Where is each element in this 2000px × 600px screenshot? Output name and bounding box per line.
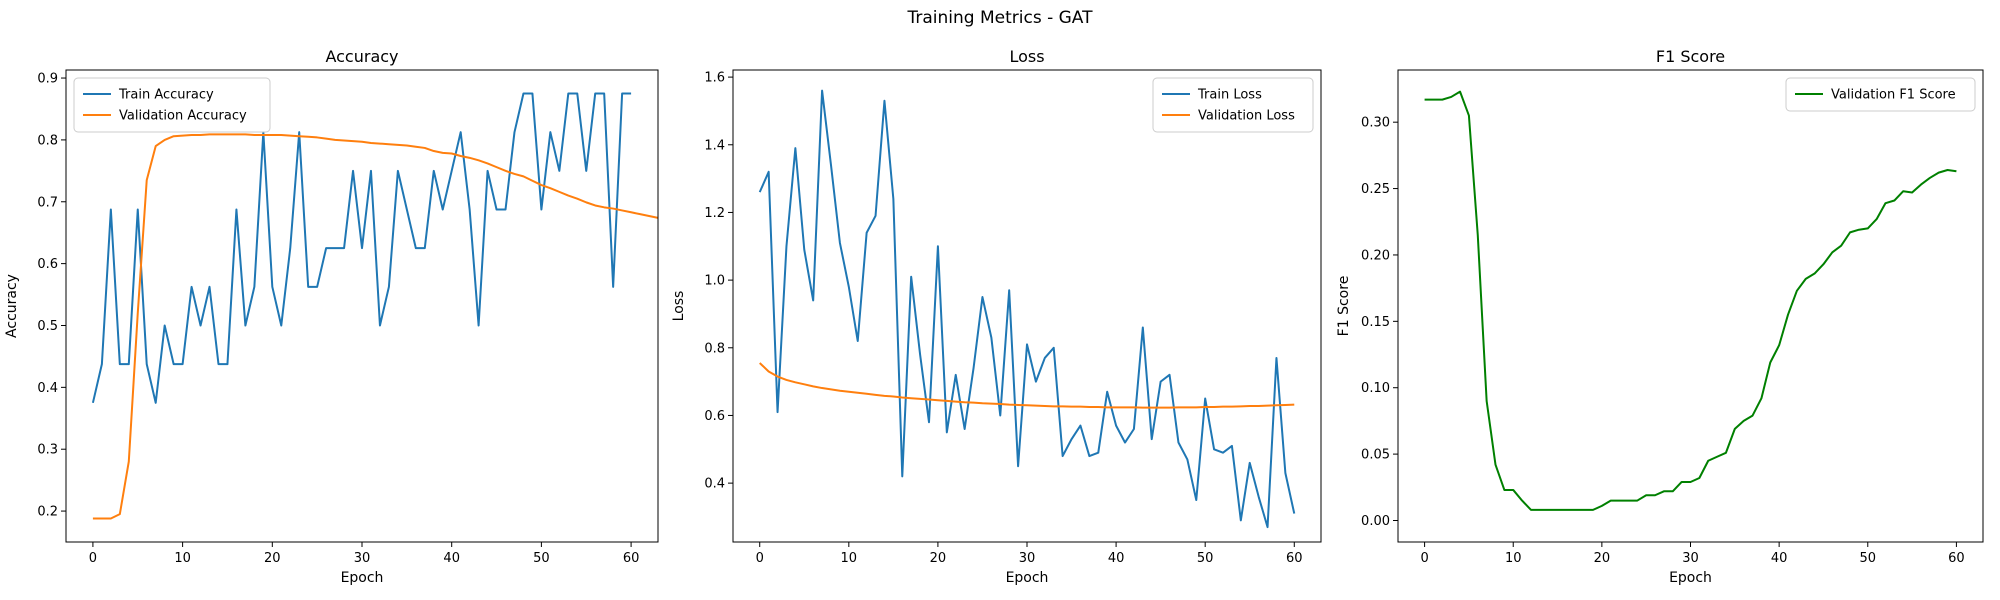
f1-score-legend: Validation F1 Score bbox=[1785, 77, 1976, 112]
legend-entry: Train Accuracy bbox=[118, 88, 214, 103]
accuracy-legend: Train Accuracy Validation Accuracy bbox=[73, 77, 271, 133]
loss-axes-frame bbox=[732, 69, 1322, 543]
loss-panel: Loss 0 10 20 30 40 50 60 0.4 0.6 0.8 1.0 1.2 1.4 1.6 Ep… bbox=[671, 47, 1322, 586]
x-tick-label: 60 bbox=[1286, 551, 1303, 566]
validation-accuracy-line bbox=[92, 133, 659, 520]
legend-box bbox=[1785, 77, 1976, 112]
x-tick-label: 10 bbox=[1505, 551, 1522, 566]
y-tick-label: 0.5 bbox=[37, 319, 58, 334]
legend-entry: Validation Accuracy bbox=[119, 109, 247, 124]
accuracy-y-axis-label: Accuracy bbox=[4, 274, 20, 338]
f1-score-panel: F1 Score 0 10 20 30 40 50 60 0.00 0.05 0.10 0.15 0.2… bbox=[1336, 47, 1984, 586]
x-tick-label: 50 bbox=[1197, 551, 1214, 566]
x-tick-label: 40 bbox=[1108, 551, 1125, 566]
x-tick-label: 40 bbox=[443, 551, 460, 566]
accuracy-axes-frame bbox=[65, 69, 659, 543]
validation-f1-score-line bbox=[1424, 90, 1957, 511]
x-tick-label: 10 bbox=[174, 551, 191, 566]
y-tick-label: 0.9 bbox=[37, 72, 58, 87]
y-tick-label: 0.6 bbox=[704, 409, 725, 424]
x-tick-label: 0 bbox=[89, 551, 97, 566]
y-tick-label: 1.6 bbox=[704, 71, 725, 86]
loss-title: Loss bbox=[1009, 47, 1044, 66]
train-loss-line bbox=[758, 89, 1296, 529]
legend-box bbox=[73, 77, 271, 133]
accuracy-x-axis-label: Epoch bbox=[341, 570, 384, 586]
x-tick-label: 60 bbox=[623, 551, 640, 566]
accuracy-panel: Accuracy 0 10 20 30 40 50 60 0.2 0.3 0.4 0.5 0.6 0.7 0… bbox=[4, 47, 659, 586]
accuracy-title: Accuracy bbox=[325, 47, 398, 66]
loss-y-axis-label: Loss bbox=[671, 291, 687, 322]
x-tick-label: 20 bbox=[264, 551, 281, 566]
x-tick-label: 10 bbox=[841, 551, 858, 566]
y-tick-label: 0.30 bbox=[1361, 116, 1390, 131]
loss-legend: Train Loss Validation Loss bbox=[1152, 77, 1314, 133]
y-tick-label: 0.15 bbox=[1361, 315, 1390, 330]
y-tick-label: 0.4 bbox=[37, 381, 58, 396]
y-tick-label: 0.20 bbox=[1361, 248, 1390, 263]
legend-entry: Train Loss bbox=[1197, 88, 1262, 103]
x-tick-label: 20 bbox=[930, 551, 947, 566]
x-tick-label: 30 bbox=[354, 551, 371, 566]
y-tick-label: 1.2 bbox=[704, 206, 725, 221]
y-tick-label: 0.8 bbox=[37, 133, 58, 148]
x-tick-label: 50 bbox=[533, 551, 550, 566]
x-tick-label: 20 bbox=[1594, 551, 1611, 566]
y-tick-label: 1.4 bbox=[704, 138, 725, 153]
f1-score-y-axis-label: F1 Score bbox=[1336, 276, 1352, 337]
y-tick-label: 0.8 bbox=[704, 341, 725, 356]
x-tick-label: 0 bbox=[1420, 551, 1428, 566]
y-tick-label: 0.05 bbox=[1361, 448, 1390, 463]
legend-entry: Validation Loss bbox=[1198, 109, 1295, 124]
y-tick-label: 0.00 bbox=[1361, 514, 1390, 529]
legend-entry: Validation F1 Score bbox=[1831, 88, 1956, 103]
x-tick-label: 30 bbox=[1019, 551, 1036, 566]
y-tick-label: 0.3 bbox=[37, 443, 58, 458]
f1-score-x-axis-label: Epoch bbox=[1669, 570, 1712, 586]
x-tick-label: 60 bbox=[1948, 551, 1965, 566]
f1-score-axes-frame bbox=[1397, 69, 1984, 543]
y-tick-label: 0.6 bbox=[37, 257, 58, 272]
legend-box bbox=[1152, 77, 1314, 133]
loss-x-axis-label: Epoch bbox=[1006, 570, 1049, 586]
x-tick-label: 40 bbox=[1771, 551, 1788, 566]
x-tick-label: 50 bbox=[1859, 551, 1876, 566]
x-tick-label: 30 bbox=[1682, 551, 1699, 566]
y-tick-label: 0.25 bbox=[1361, 182, 1390, 197]
train-accuracy-line bbox=[91, 92, 632, 404]
y-tick-label: 1.0 bbox=[704, 274, 725, 289]
x-tick-label: 0 bbox=[756, 551, 764, 566]
validation-loss-line bbox=[759, 362, 1295, 409]
f1-score-title: F1 Score bbox=[1656, 47, 1725, 66]
y-tick-label: 0.10 bbox=[1361, 381, 1390, 396]
figure-title: Training Metrics - GAT bbox=[907, 8, 1093, 28]
y-tick-label: 0.4 bbox=[704, 477, 725, 492]
y-tick-label: 0.2 bbox=[37, 505, 58, 520]
y-tick-label: 0.7 bbox=[37, 195, 58, 210]
